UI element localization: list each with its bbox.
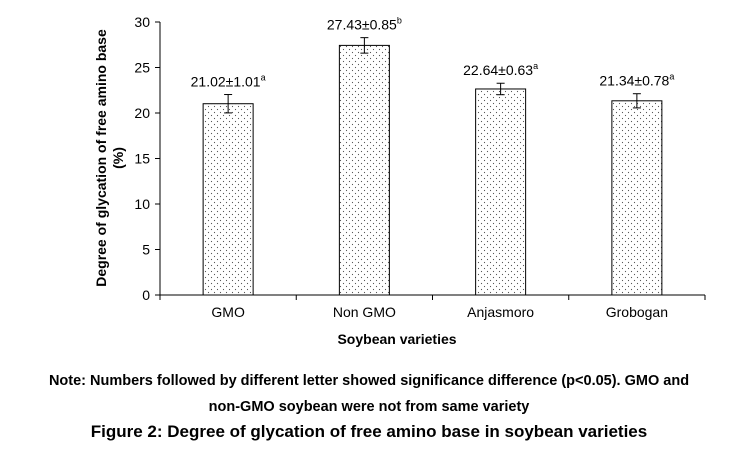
data-label: 27.43±0.85b xyxy=(327,16,402,33)
y-axis-label: Degree of glycation of free amino base (… xyxy=(93,29,126,287)
x-tick-label: Anjasmoro xyxy=(467,304,534,320)
significance-letter: a xyxy=(533,61,538,71)
x-tick-label: Grobogan xyxy=(606,304,668,320)
bar-chart: 0 5 10 15 20 25 30 GMO Non GMO Anjasmoro Grobogan… xyxy=(93,14,706,347)
significance-letter: a xyxy=(261,73,266,83)
bar xyxy=(611,100,663,296)
bar xyxy=(202,103,254,296)
y-tick-label: 5 xyxy=(142,242,150,258)
y-tick-label: 10 xyxy=(134,196,150,212)
bar xyxy=(338,44,390,296)
y-axis-label-line1: Degree of glycation of free amino base xyxy=(93,29,109,287)
y-axis-label-line2: (%) xyxy=(110,147,126,169)
note-line-1: Note: Numbers followed by different lett… xyxy=(48,373,690,389)
x-tick-label: GMO xyxy=(211,304,245,320)
data-label: 22.64±0.63a xyxy=(463,61,538,78)
figure-caption: Figure 2: Degree of glycation of free am… xyxy=(90,422,648,441)
y-tick-label: 20 xyxy=(134,105,150,121)
significance-letter: b xyxy=(397,16,402,26)
y-tick-label: 0 xyxy=(142,287,150,303)
value-labels-group: 21.02±1.01a 27.43±0.85b 22.64±0.63a 21.34±0… xyxy=(191,16,675,90)
x-axis-label: Soybean varieties xyxy=(337,331,456,347)
y-tick-label: 25 xyxy=(134,60,150,76)
data-label: 21.34±0.78a xyxy=(599,72,674,89)
x-tick-label: Non GMO xyxy=(333,304,396,320)
x-ticks-group: GMO Non GMO Anjasmoro Grobogan xyxy=(159,295,706,320)
data-label: 21.02±1.01a xyxy=(191,73,266,90)
note-line-2: non-GMO soybean were not from same varie… xyxy=(208,399,530,415)
y-tick-label: 30 xyxy=(134,14,150,30)
bars-group xyxy=(202,44,663,296)
error-bars-group xyxy=(224,37,641,114)
y-ticks-group: 0 5 10 15 20 25 30 xyxy=(134,14,160,303)
bar xyxy=(475,88,527,296)
significance-letter: a xyxy=(669,72,674,82)
y-tick-label: 15 xyxy=(134,151,150,167)
